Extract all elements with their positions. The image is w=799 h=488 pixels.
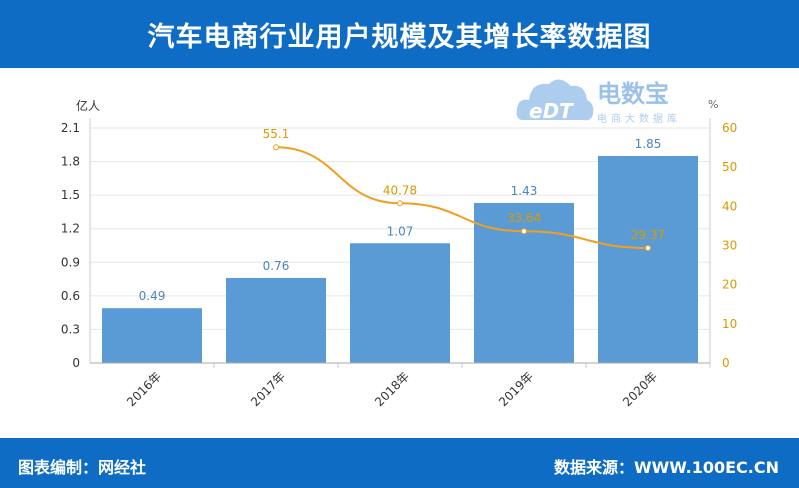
y2-tick-label: 20 (722, 278, 737, 292)
watermark-logo-text: eDT (529, 99, 574, 123)
bar-label: 0.49 (139, 289, 166, 303)
watermark-logo: eDT 电数宝 电商大数据库 (515, 70, 690, 130)
bar-label: 1.43 (511, 184, 538, 198)
y2-tick-label: 10 (722, 317, 737, 331)
y-tick-label: 1.5 (61, 188, 80, 202)
footer-credit: 图表编制：网经社 (18, 458, 147, 477)
growth-label: 33.64 (507, 211, 541, 225)
chart-title-bar: 汽车电商行业用户规模及其增长率数据图 (0, 0, 799, 68)
watermark-sub: 电商大数据库 (597, 112, 681, 125)
growth-label: 40.78 (383, 183, 417, 197)
growth-label: 55.1 (263, 127, 290, 141)
y-axis-label: 亿人 (76, 98, 100, 113)
y2-axis-label: % (708, 98, 718, 111)
y2-tick-label: 30 (722, 239, 737, 253)
footer-source: 数据来源：WWW.100EC.CN (553, 458, 779, 477)
y2-tick-label: 60 (722, 121, 737, 135)
x-tick-label: 2020年 (620, 369, 660, 409)
y2-tick-label: 40 (722, 199, 737, 213)
growth-label: 29.37 (631, 228, 665, 242)
chart-title: 汽车电商行业用户规模及其增长率数据图 (147, 21, 652, 53)
bar-label: 1.85 (635, 137, 662, 151)
growth-point (645, 244, 651, 251)
x-tick-label: 2016年 (124, 369, 164, 409)
y-tick-label: 2.1 (61, 121, 80, 135)
y-tick-label: 0.6 (61, 289, 80, 303)
x-tick-label: 2017年 (248, 369, 288, 409)
x-tick-label: 2019年 (496, 369, 536, 409)
y2-tick-label: 50 (722, 160, 737, 174)
y-tick-label: 0.9 (61, 255, 80, 269)
y-tick-label: 1.8 (61, 155, 80, 169)
footer: 图表编制：网经社 数据来源：WWW.100EC.CN (0, 438, 799, 488)
bar (226, 277, 326, 363)
watermark-name: 电数宝 (597, 80, 669, 108)
y-tick-label: 1.2 (61, 222, 80, 236)
bar (350, 243, 450, 363)
growth-point (273, 144, 279, 151)
x-tick-label: 2018年 (372, 369, 412, 409)
chart: 0 0.3 0.6 0.9 1.2 1.5 1.8 2.1 0 10 20 30 40 50 60 亿人 % 0.… (61, 98, 737, 409)
y-tick-label: 0 (72, 356, 80, 370)
y2-tick-label: 0 (722, 356, 730, 370)
growth-point (521, 228, 527, 235)
bar (598, 155, 698, 363)
growth-point (397, 200, 403, 207)
bar-label: 1.07 (387, 224, 414, 238)
growth-line (275, 146, 649, 249)
bar-label: 0.76 (263, 259, 290, 273)
y-tick-label: 0.3 (61, 322, 80, 336)
bar (102, 308, 202, 363)
